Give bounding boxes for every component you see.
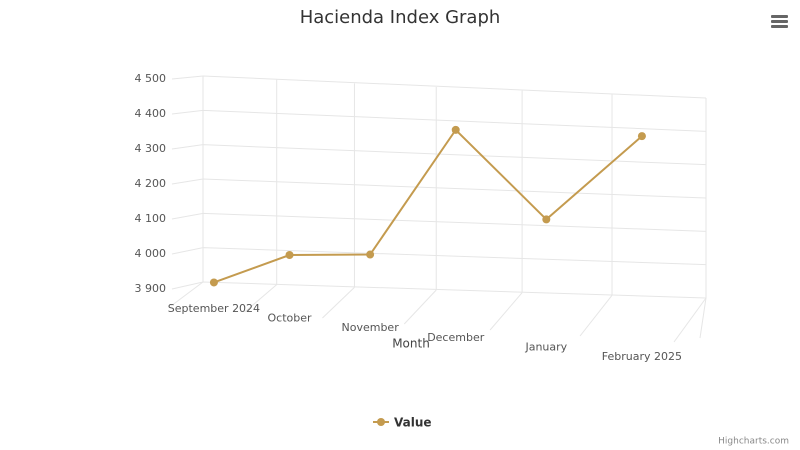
credits[interactable]: Highcharts.com xyxy=(718,437,789,447)
legend-item[interactable]: Value xyxy=(373,416,432,430)
floor-line xyxy=(170,281,204,307)
floor-line xyxy=(673,297,707,343)
line xyxy=(213,128,643,284)
y-tick-label: 4 200 xyxy=(135,177,167,190)
y-tick-label: 3 900 xyxy=(135,282,167,295)
y-tick-label: 4 100 xyxy=(135,212,167,225)
floor-line xyxy=(579,295,613,337)
floor-line xyxy=(403,289,437,325)
chart-title: Hacienda Index Graph xyxy=(300,7,501,28)
menu-bar xyxy=(771,25,788,28)
menu-bar xyxy=(771,20,788,23)
legend-marker xyxy=(377,418,385,426)
x-tick-label: January xyxy=(524,341,567,354)
marker xyxy=(209,278,218,287)
menu-bar xyxy=(771,15,788,18)
grid-line xyxy=(171,75,707,99)
grid-line xyxy=(171,178,707,199)
y-tick-label: 4 300 xyxy=(135,142,167,155)
grid-line xyxy=(171,212,707,232)
grid-line xyxy=(171,109,707,132)
grid-line xyxy=(171,247,707,266)
x-tick-label: February 2025 xyxy=(602,350,682,363)
floor-line xyxy=(322,286,355,319)
grid-line xyxy=(171,281,707,299)
x-tick-label: October xyxy=(268,312,312,325)
floor-line xyxy=(244,284,278,313)
x-tick-label: December xyxy=(427,331,485,344)
y-tick-label: 4 000 xyxy=(135,247,167,260)
x-tick-label: September 2024 xyxy=(168,302,260,315)
marker xyxy=(542,215,551,224)
floor-edge xyxy=(699,297,707,339)
marker xyxy=(637,132,646,141)
floor-line xyxy=(489,292,523,331)
x-axis-title: Month xyxy=(392,337,430,351)
marker xyxy=(285,251,294,259)
y-tick-label: 4 400 xyxy=(135,107,167,120)
marker xyxy=(366,250,375,259)
x-tick-label: November xyxy=(342,321,400,334)
menu-button[interactable] xyxy=(771,15,788,28)
legend-label: Value xyxy=(394,416,432,430)
marker xyxy=(451,125,460,134)
y-tick-label: 4 500 xyxy=(135,72,167,85)
